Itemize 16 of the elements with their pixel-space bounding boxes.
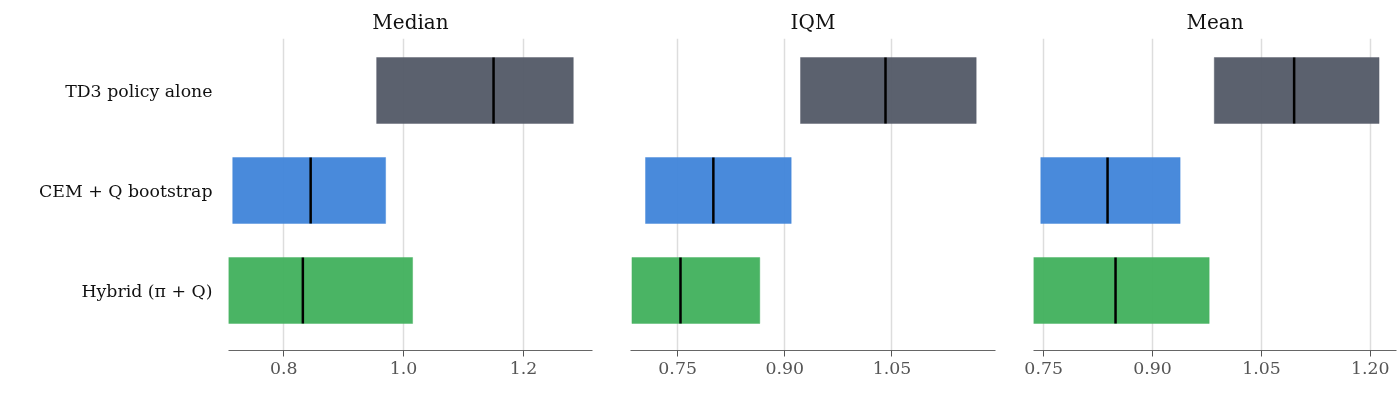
y-tick-label: Hybrid (π + Q) [81,280,213,301]
x-tick-label: 0.75 [1024,357,1063,378]
chart-title: Median [372,9,449,34]
chart-title: IQM [790,9,836,34]
x-tick-label: 1.0 [389,357,418,378]
x-tick-label: 1.2 [509,357,538,378]
x-tick-label: 0.75 [658,357,697,378]
x-tick-label: 0.90 [1133,357,1172,378]
x-tick-label: 1.20 [1351,357,1390,378]
y-tick-label: CEM + Q bootstrap [39,180,213,201]
x-tick-label: 1.05 [872,357,912,378]
y-tick-label: TD3 policy alone [65,80,213,101]
chart-title: Mean [1186,9,1244,34]
x-tick-label: 1.05 [1242,357,1281,378]
x-tick-label: 0.8 [269,357,298,378]
x-tick-label: 0.90 [765,357,805,378]
